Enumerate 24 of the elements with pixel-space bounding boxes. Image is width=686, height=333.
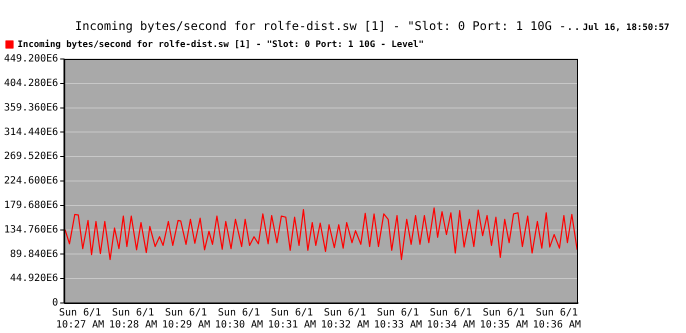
text: Jul 16, 18:50:57 bbox=[582, 23, 670, 33]
y-tick-label: 359.360E6 bbox=[4, 102, 58, 114]
x-tick-label: Sun 6/1 10:36 AM bbox=[532, 308, 581, 331]
x-tick-label: Sun 6/1 10:31 AM bbox=[268, 308, 316, 331]
x-tick-label: Sun 6/1 10:35 AM bbox=[480, 308, 528, 331]
y-tick-label: 404.280E6 bbox=[4, 78, 58, 89]
x-tick-label: Sun 6/1 10:30 AM bbox=[214, 308, 264, 331]
x-tick-label: Sun 6/1 10:27 AM bbox=[56, 308, 104, 331]
legend-label: Incoming bytes/second for rolfe-dist.sw [1] - "Slot: 0 Port: 1 10G - Level" bbox=[18, 38, 424, 50]
x-tick-label: Sun 6/1 10:28 AM bbox=[108, 308, 158, 331]
y-tick-label: 449.200E6 bbox=[4, 54, 58, 65]
x-tick-label: Sun 6/1 10:34 AM bbox=[426, 308, 475, 331]
y-tick-label: 224.600E6 bbox=[4, 176, 58, 187]
y-tick-label: 89.840E6 bbox=[10, 248, 58, 260]
y-tick-label: 44.920E6 bbox=[10, 273, 58, 284]
x-tick-label: Sun 6/1 10:32 AM bbox=[320, 308, 370, 331]
x-tick-label: Sun 6/1 10:33 AM bbox=[374, 308, 422, 331]
y-tick-label: 314.440E6 bbox=[4, 126, 58, 138]
y-tick-label: 269.520E6 bbox=[4, 151, 58, 162]
chart-title: Incoming bytes/second for rolfe-dist.sw [1] - "Slot: 0 Port: 1 10G -.. bbox=[75, 19, 581, 33]
y-tick-label: 179.680E6 bbox=[4, 200, 58, 211]
y-tick-label: 134.760E6 bbox=[4, 224, 58, 236]
y-tick-label: 0 bbox=[52, 298, 58, 309]
x-tick-label: Sun 6/1 10:29 AM bbox=[162, 308, 210, 331]
